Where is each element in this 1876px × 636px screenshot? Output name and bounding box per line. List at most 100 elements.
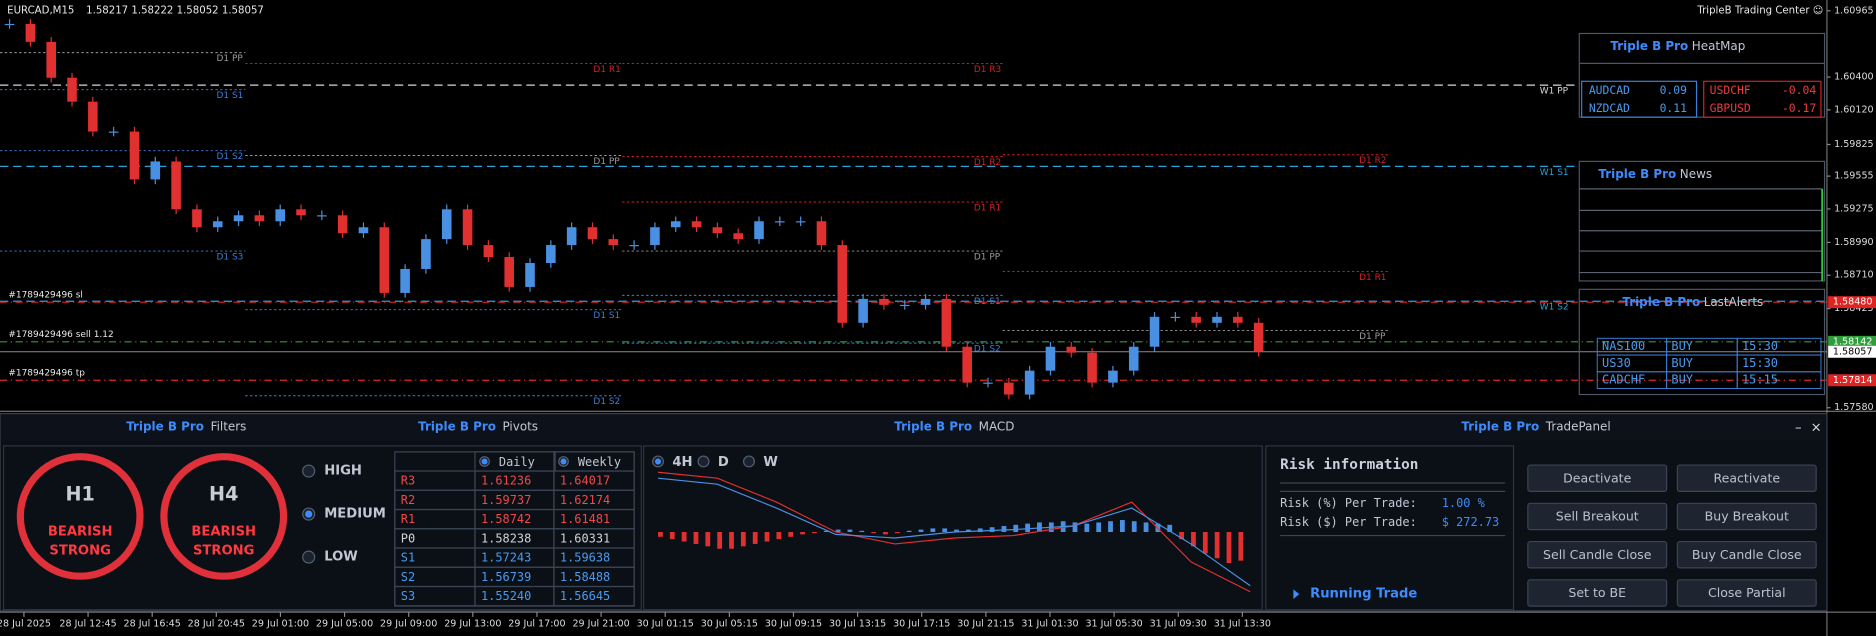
- heatmap-symbol: GBPUSD: [1710, 101, 1751, 115]
- pivot-cell-text: 1.56645: [560, 589, 610, 603]
- weekly-level-label: W1 S2: [1540, 303, 1569, 313]
- candle: [233, 215, 244, 222]
- heatmap-title: HeatMap: [1692, 39, 1746, 53]
- button[interactable]: [1676, 464, 1817, 492]
- button[interactable]: [1676, 540, 1817, 569]
- candle: [171, 161, 181, 210]
- pivot-level-label: D1 PP: [1359, 332, 1386, 342]
- candle: [108, 131, 119, 133]
- candle: [754, 221, 764, 240]
- alerts-panel: [1578, 288, 1826, 396]
- candle: [733, 233, 743, 240]
- button-label[interactable]: Buy Breakout: [1705, 509, 1789, 524]
- candle: [1233, 316, 1243, 323]
- weekly-level-label: W1 S1: [1540, 168, 1569, 178]
- candle: [379, 227, 390, 293]
- candle: [899, 304, 910, 307]
- candle: [1108, 370, 1118, 383]
- macd-bar: [1202, 531, 1208, 554]
- candle: [670, 221, 681, 228]
- radio[interactable]: [302, 550, 316, 564]
- macd-bar: [1119, 520, 1125, 532]
- macd-bar: [800, 531, 805, 535]
- heatmap-symbol: USDCHF: [1710, 83, 1751, 97]
- pivot-cell-text: S2: [401, 570, 415, 584]
- button-label[interactable]: Buy Candle Close: [1692, 547, 1802, 562]
- macd-bar: [812, 531, 817, 534]
- heatmap-box: [1703, 80, 1822, 118]
- button-label[interactable]: Sell Candle Close: [1543, 547, 1652, 562]
- button[interactable]: [1676, 579, 1817, 607]
- macd-bar: [1131, 521, 1137, 532]
- macd-bar: [1238, 531, 1244, 561]
- candle: [587, 227, 598, 240]
- button-label[interactable]: Reactivate: [1713, 470, 1780, 485]
- macd-bar: [1013, 524, 1019, 532]
- macd-line: [657, 471, 1251, 593]
- radio-label: LOW: [324, 550, 358, 565]
- macd-bar: [1037, 522, 1042, 532]
- pivot-cell-text: 1.58742: [481, 512, 531, 526]
- button[interactable]: [1527, 540, 1668, 569]
- strength-ring: [16, 453, 144, 580]
- alert-text: 15:15: [1742, 373, 1778, 387]
- pivot-level-label: D1 R2: [974, 158, 1001, 168]
- candle: [1191, 316, 1201, 323]
- candle: [1045, 346, 1056, 371]
- pivot-cell-text: 1.64017: [560, 474, 610, 488]
- candle: [525, 263, 535, 287]
- candle: [88, 101, 98, 132]
- button-label[interactable]: Deactivate: [1563, 470, 1631, 485]
- macd-bar: [776, 531, 782, 540]
- macd-bar: [1167, 524, 1173, 532]
- pivot-cell-text: 1.61236: [481, 474, 531, 488]
- button[interactable]: [1527, 502, 1668, 531]
- window-button[interactable]: ×: [1811, 420, 1822, 435]
- button[interactable]: [1527, 464, 1668, 492]
- window-button[interactable]: –: [1795, 420, 1802, 435]
- candle: [129, 131, 140, 180]
- radio[interactable]: [302, 464, 316, 478]
- price-tick-label: 1.60965: [1834, 5, 1873, 16]
- candle: [608, 239, 619, 246]
- button-label[interactable]: Set to BE: [1568, 585, 1626, 600]
- pivot-cell-text: 1.56739: [481, 570, 531, 584]
- heatmap-value: -0.17: [1782, 101, 1816, 115]
- pivot-level-label: D1 R3: [974, 65, 1001, 75]
- macd-bar: [965, 529, 971, 532]
- candle: [296, 209, 306, 216]
- alert-text: BUY: [1671, 373, 1693, 387]
- macd-bar: [1001, 526, 1007, 532]
- pivot-cell-text: R3: [401, 474, 415, 488]
- price-tick-label: 1.59825: [1834, 139, 1873, 150]
- time-tick-label: 28 Jul 12:45: [59, 619, 116, 630]
- button[interactable]: [1527, 579, 1668, 607]
- expand-arrow: [1293, 589, 1300, 599]
- radio-label: MEDIUM: [324, 507, 386, 522]
- price-tag: [1828, 296, 1876, 309]
- candle: [254, 215, 265, 222]
- candle: [441, 209, 452, 240]
- pivot-level-label: D1 R2: [1359, 156, 1386, 166]
- candle: [712, 227, 723, 234]
- candle: [275, 209, 285, 222]
- button[interactable]: [1676, 502, 1817, 531]
- macd-bar: [1191, 531, 1196, 547]
- order-label: #1789429496 sell 1.12: [8, 330, 113, 340]
- weekly-level-label: W1 PP: [1540, 87, 1569, 97]
- button-label[interactable]: Sell Breakout: [1556, 509, 1639, 524]
- ring-signal: STRONG: [49, 544, 111, 559]
- candle: [1212, 316, 1222, 323]
- heatmap-brand: Triple B Pro: [1610, 39, 1688, 53]
- heatmap-value: 0.09: [1660, 83, 1688, 97]
- macd-bar: [894, 531, 900, 534]
- radio[interactable]: [742, 455, 755, 468]
- pivot-cell-text: R1: [401, 512, 415, 526]
- candle: [775, 221, 785, 223]
- button-label[interactable]: Close Partial: [1708, 585, 1786, 600]
- candle: [858, 298, 868, 323]
- radio[interactable]: [697, 455, 710, 468]
- macd-bar: [1072, 522, 1078, 532]
- candle: [837, 245, 848, 323]
